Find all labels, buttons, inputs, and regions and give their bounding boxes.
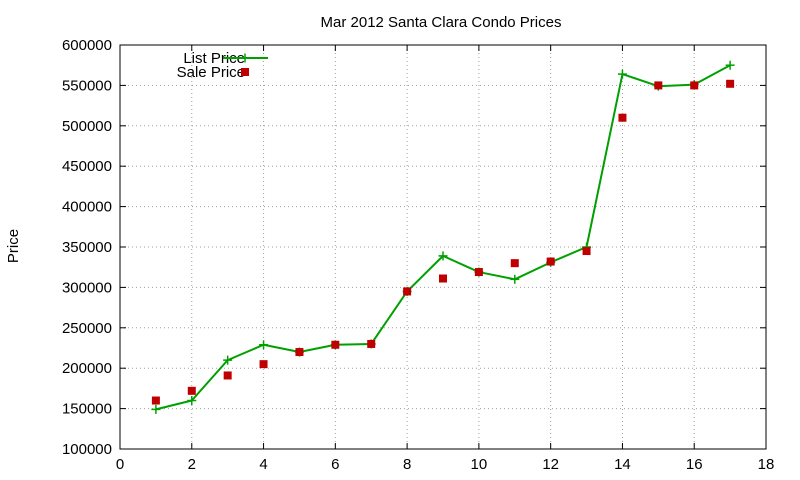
y-tick-label: 550000 (62, 77, 112, 94)
y-tick-label: 350000 (62, 239, 112, 256)
sale-price-point (474, 268, 483, 277)
legend-marker-1 (241, 68, 249, 76)
x-tick-label: 10 (471, 456, 488, 473)
y-tick-label: 500000 (62, 118, 112, 135)
y-tick-label: 100000 (62, 441, 112, 458)
series-layer (151, 60, 735, 414)
list-price-point (617, 69, 627, 79)
sale-price-point (367, 339, 376, 348)
list-price-point (223, 355, 233, 365)
x-tick-label: 14 (614, 456, 631, 473)
y-tick-label: 150000 (62, 401, 112, 418)
x-tick-label: 4 (259, 456, 267, 473)
sale-price-point (187, 386, 196, 395)
legend-marker-0 (240, 53, 250, 63)
list-price-point (510, 274, 520, 284)
chart-title: Mar 2012 Santa Clara Condo Prices (321, 14, 562, 31)
x-tick-label: 16 (686, 456, 703, 473)
list-price-point (725, 60, 735, 70)
x-tick-label: 12 (542, 456, 559, 473)
sale-price-point (510, 259, 519, 268)
list-price-point (151, 404, 161, 414)
x-tick-label: 0 (116, 456, 124, 473)
y-tick-label: 200000 (62, 360, 112, 377)
legend-label-1: Sale Price (177, 64, 245, 81)
sale-price-point (331, 340, 340, 349)
list-price-point (438, 251, 448, 261)
y-axis-label: Price (5, 229, 22, 263)
y-axis: 100000 150000 200000 250000 300000 350000 4000… (62, 37, 766, 458)
sale-price-point (151, 396, 160, 405)
x-tick-label: 18 (758, 456, 775, 473)
sale-price-point (439, 274, 447, 283)
series-1 (151, 79, 735, 405)
list-price-line (155, 64, 731, 411)
sale-price-point (690, 81, 699, 90)
x-axis: 0 2 4 6 8 10 12 14 16 18 (116, 45, 775, 473)
sale-price-point (726, 79, 735, 88)
grid (120, 45, 766, 449)
legend-label-0: List Price (183, 50, 245, 67)
sale-price-point (582, 247, 591, 256)
series-0 (151, 60, 735, 414)
list-price-point (187, 396, 197, 406)
y-tick-label: 400000 (62, 199, 112, 216)
sale-price-point (618, 113, 627, 122)
x-tick-label: 8 (403, 456, 411, 473)
sale-price-point (295, 348, 304, 357)
y-tick-label: 450000 (62, 158, 112, 175)
sale-price-point (546, 257, 555, 266)
sale-price-point (654, 81, 663, 90)
y-tick-label: 300000 (62, 279, 112, 296)
list-price-point (259, 340, 269, 350)
x-tick-label: 6 (331, 456, 339, 473)
sale-price-point (223, 371, 232, 380)
sale-price-point (403, 287, 412, 296)
x-tick-label: 2 (188, 456, 196, 473)
y-tick-label: 600000 (62, 37, 112, 54)
y-tick-label: 250000 (62, 320, 112, 337)
sale-price-point (259, 360, 268, 369)
